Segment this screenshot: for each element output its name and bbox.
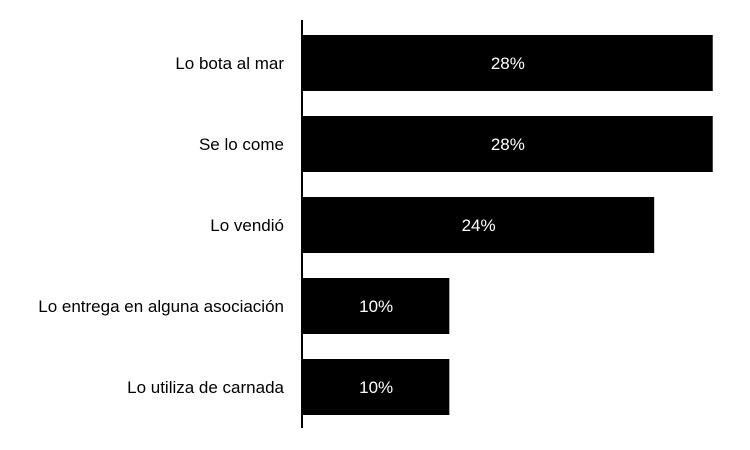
category-label-4: Lo utiliza de carnada <box>127 378 284 397</box>
data-label-3: 10% <box>359 297 393 316</box>
category-label-2: Lo vendió <box>210 216 284 235</box>
category-label-3: Lo entrega en alguna asociación <box>38 297 284 316</box>
data-label-0: 28% <box>491 54 525 73</box>
category-label-1: Se lo come <box>199 135 284 154</box>
category-label-0: Lo bota al mar <box>175 54 284 73</box>
bar-4 <box>303 359 450 415</box>
data-label-4: 10% <box>359 378 393 397</box>
category-labels-group: Lo bota al mar Se lo come Lo vendió Lo entr… <box>38 54 284 397</box>
data-label-1: 28% <box>491 135 525 154</box>
bar-0 <box>303 35 713 91</box>
data-labels-group: 28% 28% 24% 10% 10% <box>359 54 525 397</box>
bar-2 <box>303 197 655 253</box>
bar-3 <box>303 278 450 334</box>
data-label-2: 24% <box>462 216 496 235</box>
bar-1 <box>303 116 713 172</box>
bars-group <box>303 35 713 415</box>
